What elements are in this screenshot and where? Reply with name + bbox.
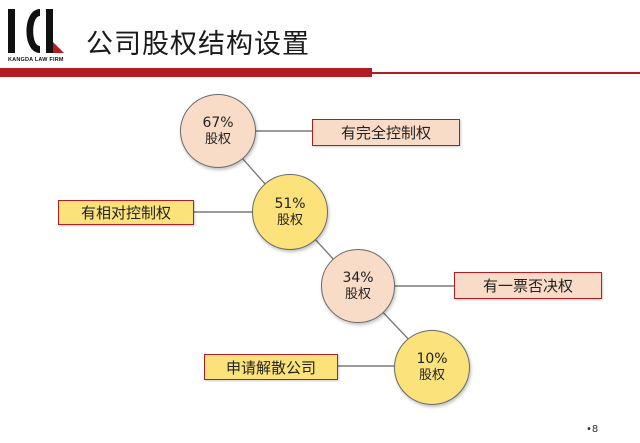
- equity-node-10: 10% 股权: [394, 330, 470, 405]
- node-label: 股权: [418, 368, 445, 383]
- control-box-dissolve: 申请解散公司: [204, 354, 338, 380]
- page-title: 公司股权结构设置: [86, 29, 310, 60]
- title-divider-line: [372, 72, 640, 74]
- equity-node-34: 34% 股权: [321, 249, 395, 323]
- page-number: •8: [586, 424, 599, 435]
- kd-logo-icon: [8, 9, 64, 53]
- node-percent: 51%: [274, 195, 306, 212]
- kangda-logo: KANGDA LAW FIRM: [6, 5, 76, 65]
- node-percent: 10%: [416, 351, 448, 367]
- control-box-full: 有完全控制权: [312, 119, 460, 146]
- node-label: 股权: [344, 286, 371, 302]
- equity-node-67: 67% 股权: [180, 94, 256, 168]
- node-label: 股权: [276, 212, 303, 228]
- node-percent: 34%: [342, 269, 374, 286]
- logo-firm-name: KANGDA LAW FIRM: [8, 57, 64, 63]
- node-label: 股权: [204, 131, 231, 147]
- title-accent-bar: [0, 68, 372, 77]
- node-percent: 67%: [202, 114, 234, 131]
- control-box-relative: 有相对控制权: [58, 200, 194, 225]
- equity-node-51: 51% 股权: [252, 174, 328, 250]
- control-box-veto: 有一票否决权: [454, 272, 602, 299]
